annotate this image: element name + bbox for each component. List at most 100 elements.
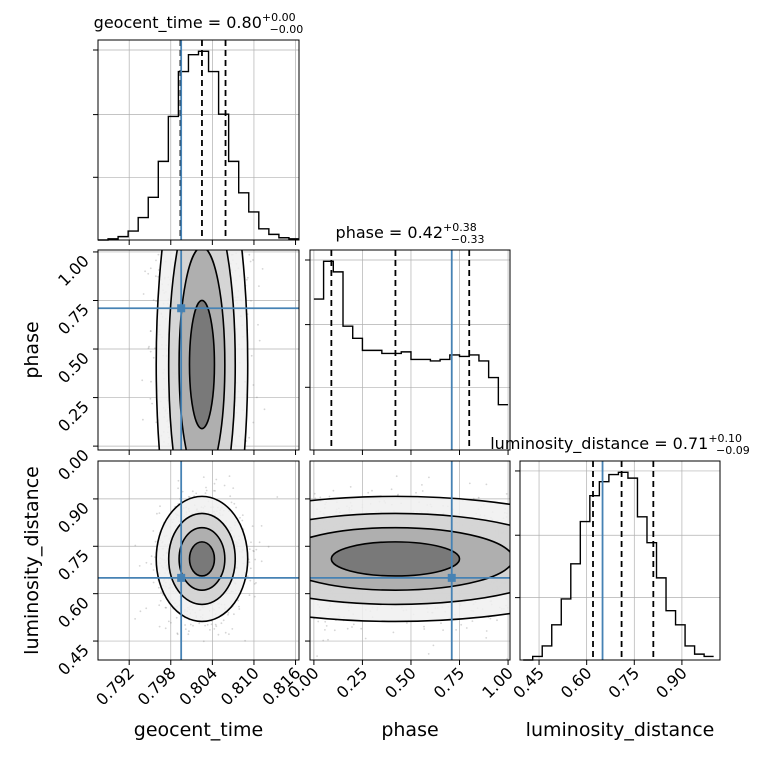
title-upper: +0.10 (708, 432, 742, 445)
hist-geocent-time-background (98, 40, 299, 240)
hist-phase-background (310, 250, 510, 450)
scatter-phase-vs-luminosity-distance-point (485, 637, 488, 639)
scatter-geocent-time-vs-luminosity-distance-point (232, 487, 235, 489)
scatter-geocent-time-vs-luminosity-distance-point (187, 633, 190, 636)
scatter-phase-vs-luminosity-distance-contour (330, 541, 461, 577)
scatter-phase-vs-luminosity-distance-point (360, 627, 363, 630)
scatter-geocent-time-vs-luminosity-distance-point (228, 633, 230, 635)
scatter-geocent-time-vs-luminosity-distance-point (176, 632, 179, 635)
scatter-geocent-time-vs-luminosity-distance-point (204, 624, 207, 627)
scatter-geocent-time-vs-phase-point (147, 347, 150, 350)
scatter-geocent-time-vs-luminosity-distance-point (215, 625, 218, 628)
scatter-geocent-time-vs-phase-point (258, 285, 260, 287)
scatter-geocent-time-vs-luminosity-distance-point (154, 556, 156, 558)
scatter-geocent-time-vs-luminosity-distance-point (246, 575, 249, 578)
scatter-geocent-time-vs-luminosity-distance-point (189, 623, 192, 626)
scatter-phase-vs-luminosity-distance-point (460, 623, 463, 626)
scatter-geocent-time-vs-luminosity-distance-point (184, 628, 187, 630)
scatter-phase-vs-luminosity-distance-point (325, 625, 328, 627)
scatter-geocent-time-vs-luminosity-distance-point (184, 624, 187, 626)
scatter-phase-vs-luminosity-distance-point (489, 617, 492, 620)
scatter-phase-vs-luminosity-distance-point (327, 638, 329, 641)
scatter-geocent-time-vs-luminosity-distance-point (159, 599, 162, 602)
scatter-geocent-time-vs-phase-point (149, 397, 152, 400)
scatter-phase-vs-luminosity-distance-point (322, 639, 325, 642)
scatter-geocent-time-vs-luminosity-distance-point (134, 544, 137, 547)
title-lower: −0.09 (716, 444, 750, 457)
scatter-geocent-time-vs-phase-point (155, 275, 157, 278)
x-tick-label-phase: 0.75 (430, 663, 469, 702)
scatter-geocent-time-vs-luminosity-distance-point (167, 620, 170, 623)
scatter-geocent-time-vs-luminosity-distance-point (231, 628, 234, 630)
scatter-geocent-time-vs-luminosity-distance-point (253, 595, 256, 598)
scatter-phase-vs-luminosity-distance-point (314, 497, 317, 500)
scatter-geocent-time-vs-luminosity-distance-point (205, 489, 208, 492)
title-main: geocent_time = 0.80 (94, 13, 262, 33)
scatter-phase-vs-luminosity-distance-point (471, 620, 474, 622)
scatter-geocent-time-vs-luminosity-distance-point (249, 567, 252, 570)
scatter-geocent-time-vs-luminosity-distance-point (154, 540, 157, 543)
hist-phase-step (313, 260, 509, 406)
scatter-geocent-time-vs-phase-point (150, 380, 152, 383)
title-lower: −0.00 (270, 23, 304, 36)
scatter-phase-vs-luminosity-distance-point (346, 627, 349, 630)
scatter-phase-vs-luminosity-distance-point (440, 622, 442, 625)
x-tick-label-phase: 0.25 (333, 663, 372, 702)
scatter-geocent-time-vs-luminosity-distance-point (249, 579, 252, 582)
y-tick-label-phase: 0.00 (54, 446, 93, 485)
hist-geocent-time-frame (97, 39, 300, 241)
scatter-geocent-time-vs-luminosity-distance-point (215, 478, 218, 481)
scatter-geocent-time-vs-phase-point (152, 299, 155, 301)
scatter-phase-vs-luminosity-distance-point (468, 482, 471, 485)
scatter-geocent-time-vs-luminosity-distance-point (152, 581, 155, 584)
x-axis-label-geocent-time: geocent_time (134, 719, 263, 741)
scatter-phase-vs-luminosity-distance-point (351, 626, 353, 628)
y-axis-label-phase: phase (21, 321, 43, 378)
scatter-geocent-time-vs-luminosity-distance-point (250, 541, 252, 544)
scatter-phase-vs-luminosity-distance-point (367, 491, 370, 494)
scatter-geocent-time-vs-luminosity-distance-point (229, 495, 232, 498)
scatter-geocent-time-vs-luminosity-distance-point (228, 475, 231, 477)
x-tick-label-phase: 0.50 (381, 663, 420, 702)
scatter-geocent-time-vs-luminosity-distance-point (213, 482, 216, 485)
y-tick-label-luminosity-distance: 0.60 (54, 593, 93, 632)
scatter-geocent-time-vs-luminosity-distance-point (164, 627, 167, 630)
scatter-phase-vs-luminosity-distance-point (432, 644, 435, 647)
scatter-geocent-time-vs-phase-point (149, 267, 152, 270)
scatter-phase-vs-luminosity-distance-point (371, 489, 373, 492)
scatter-geocent-time-vs-phase-point (252, 421, 255, 424)
scatter-geocent-time-vs-luminosity-distance-point (202, 476, 205, 478)
x-tick-label-luminosity-distance: 0.60 (557, 663, 596, 702)
scatter-geocent-time-vs-luminosity-distance-point (138, 565, 141, 567)
scatter-phase-vs-luminosity-distance-point (505, 493, 508, 495)
hist-luminosity-distance-background (520, 461, 720, 660)
scatter-geocent-time-vs-luminosity-distance-point (176, 633, 179, 636)
scatter-geocent-time-vs-luminosity-distance-point (188, 630, 190, 633)
scatter-geocent-time-vs-luminosity-distance-point (255, 582, 257, 584)
title-upper: +0.38 (443, 221, 477, 234)
y-tick-label-phase: 0.25 (54, 397, 93, 436)
scatter-geocent-time-vs-luminosity-distance-point (158, 625, 161, 628)
scatter-phase-vs-luminosity-distance-point (477, 496, 480, 499)
scatter-geocent-time-vs-phase-point (142, 293, 145, 295)
scatter-phase-vs-luminosity-distance-point (428, 476, 430, 479)
scatter-phase-vs-luminosity-distance-point (406, 622, 408, 624)
scatter-geocent-time-vs-luminosity-distance-point (150, 555, 153, 558)
scatter-geocent-time-vs-luminosity-distance-point (134, 618, 137, 620)
scatter-geocent-time-vs-phase-frame (97, 249, 300, 451)
scatter-geocent-time-vs-phase-point (144, 270, 147, 273)
x-axis-label-luminosity-distance: luminosity_distance (526, 719, 715, 741)
scatter-geocent-time-vs-luminosity-distance-point (244, 639, 247, 642)
scatter-phase-vs-luminosity-distance-point (397, 493, 399, 496)
scatter-geocent-time-vs-luminosity-distance-point (204, 492, 207, 494)
y-axis-label-luminosity-distance: luminosity_distance (21, 466, 43, 655)
scatter-geocent-time-vs-luminosity-distance-point (205, 486, 207, 489)
scatter-geocent-time-vs-phase-point (154, 347, 156, 350)
scatter-phase-vs-luminosity-distance-point (496, 619, 498, 622)
scatter-geocent-time-vs-luminosity-distance-point (214, 623, 217, 626)
scatter-geocent-time-vs-luminosity-distance-point (139, 610, 142, 613)
y-tick-label-phase: 1.00 (54, 251, 93, 290)
scatter-geocent-time-vs-luminosity-distance-point (152, 569, 155, 571)
scatter-phase-vs-luminosity-distance-point (349, 486, 352, 488)
